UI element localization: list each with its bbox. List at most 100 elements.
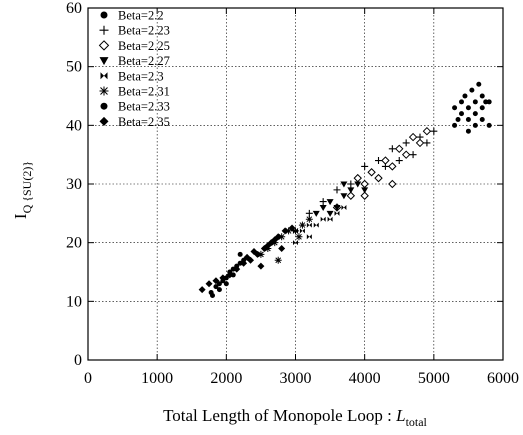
legend-label: Beta=2.33: [118, 100, 170, 114]
data-point: [281, 227, 289, 235]
data-point: [347, 180, 355, 188]
legend-marker: [100, 102, 108, 110]
axis-ticks: 0 1000 2000 3000 4000 5000 6000 0 10 20 30 40 50 60: [66, 0, 519, 387]
legend-label: Beta=2.3: [118, 69, 164, 83]
y-tick-label: 60: [66, 0, 82, 17]
data-point: [306, 222, 312, 228]
data-point: [374, 173, 383, 183]
data-point: [333, 204, 341, 211]
data-point: [333, 186, 341, 194]
legend-marker: [99, 57, 109, 66]
y-tick-label: 10: [66, 293, 82, 310]
data-point: [402, 139, 410, 147]
data-point: [415, 138, 425, 148]
data-point: [250, 247, 258, 255]
data-point: [422, 126, 432, 136]
data-point: [274, 256, 282, 264]
data-point: [388, 162, 397, 171]
data-point: [292, 227, 299, 235]
y-tick-label: 30: [66, 176, 82, 193]
data-point: [409, 151, 417, 159]
x-axis-label: Total Length of Monopole Loop : Ltotal: [163, 406, 427, 429]
data-point: [486, 99, 492, 105]
legend-marker: [100, 72, 108, 80]
data-point: [223, 281, 229, 287]
data-point: [388, 145, 396, 153]
y-tick-label: 40: [66, 117, 82, 134]
data-point: [340, 181, 348, 188]
data-point: [346, 191, 356, 200]
data-point: [312, 210, 320, 217]
data-point: [240, 259, 248, 267]
data-point: [462, 93, 468, 99]
data-point: [295, 233, 303, 241]
data-point: [327, 216, 333, 222]
data-point: [465, 128, 471, 134]
legend-label: Beta=2.35: [118, 115, 170, 129]
data-point: [361, 162, 369, 170]
x-axis-label-subscript: total: [406, 415, 428, 429]
data-point: [257, 262, 265, 270]
legend-marker: [99, 86, 109, 96]
data-point: [237, 251, 243, 257]
data-point: [465, 116, 471, 122]
data-point: [319, 204, 327, 211]
legend-marker: [99, 25, 109, 35]
data-point: [320, 216, 326, 222]
legend-item: Beta=2.27: [99, 54, 170, 68]
x-tick-label: 0: [84, 370, 92, 387]
data-point: [306, 234, 312, 240]
data-point: [293, 240, 298, 246]
data-point: [319, 198, 327, 206]
data-point: [233, 265, 241, 273]
x-tick-label: 6000: [487, 370, 519, 387]
data-point: [298, 221, 306, 229]
y-tick-label: 20: [66, 235, 82, 252]
data-point: [486, 122, 492, 128]
data-point: [208, 290, 214, 296]
x-tick-label: 5000: [418, 370, 450, 387]
data-point: [212, 277, 220, 285]
data-points: [198, 81, 492, 298]
data-point: [361, 187, 369, 194]
data-point: [216, 281, 222, 287]
data-point: [198, 286, 206, 294]
data-point: [388, 179, 397, 189]
data-point: [360, 191, 369, 200]
data-point: [472, 122, 478, 128]
data-point: [216, 287, 222, 293]
data-point: [479, 105, 485, 111]
legend-marker: [98, 40, 110, 51]
data-point: [395, 157, 403, 165]
data-point: [430, 127, 438, 135]
data-point: [213, 284, 219, 290]
data-point: [452, 105, 458, 111]
x-axis-label-text: Total Length of Monopole Loop :: [163, 406, 396, 425]
x-tick-label: 3000: [280, 370, 312, 387]
legend-marker: [100, 11, 108, 19]
data-point: [455, 116, 461, 122]
legend-item: Beta=2.2: [100, 9, 164, 23]
data-point: [271, 236, 279, 244]
data-point: [479, 116, 485, 122]
data-point: [381, 156, 390, 165]
data-point: [334, 210, 340, 216]
data-point: [408, 132, 418, 142]
legend-item: Beta=2.33: [100, 100, 170, 114]
data-point: [401, 150, 411, 159]
data-point: [360, 179, 369, 189]
data-point: [367, 168, 376, 177]
data-point: [278, 245, 286, 253]
data-point: [354, 181, 362, 188]
data-point: [476, 81, 482, 87]
legend-label: Beta=2.27: [118, 54, 170, 68]
legend-label: Beta=2.31: [118, 85, 170, 99]
data-point: [452, 122, 458, 128]
x-axis-label-symbol: L: [395, 406, 405, 425]
data-point: [459, 99, 464, 105]
data-point: [326, 199, 334, 206]
data-point: [299, 228, 305, 234]
legend-marker: [99, 116, 109, 126]
legend-item: Beta=2.31: [99, 85, 170, 99]
y-axis-label: IQ {SU(2)}: [11, 161, 34, 219]
